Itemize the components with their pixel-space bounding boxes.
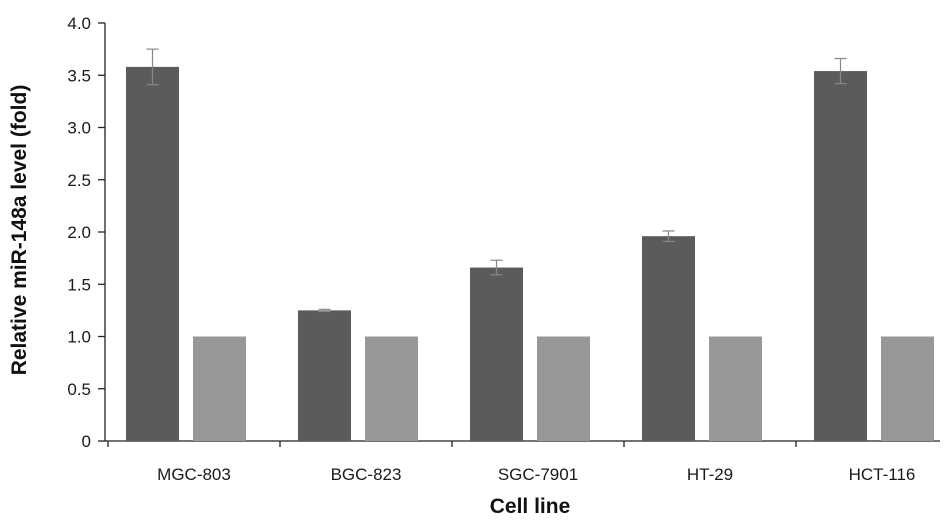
y-tick-label: 1.0 [67, 328, 91, 347]
bar [193, 336, 246, 441]
bar [642, 236, 695, 441]
y-tick-label: 3.5 [67, 66, 91, 85]
x-tick-label: HT-29 [687, 465, 733, 484]
x-axis: MGC-803 BGC-823 SGC-7901 HT-29 HCT-116 [105, 440, 940, 484]
bars [126, 66, 934, 441]
y-tick-label: 4.0 [67, 14, 91, 33]
x-axis-title: Cell line [490, 495, 571, 518]
bar [470, 267, 523, 441]
y-axis: 0 0.5 1.0 1.5 2.0 2.5 3.0 3.5 4.0 [67, 14, 106, 451]
y-tick-label: 1.5 [67, 275, 91, 294]
y-tick-label: 2.0 [67, 223, 91, 242]
y-tick-label: 3.0 [67, 119, 91, 138]
bar [709, 336, 762, 441]
bar [881, 336, 934, 441]
bar [126, 66, 179, 441]
y-tick-label: 0.5 [67, 380, 91, 399]
x-tick-label: HCT-116 [849, 465, 916, 484]
bar [365, 336, 418, 441]
error-bars [146, 48, 847, 313]
y-tick-label: 2.5 [67, 171, 91, 190]
y-axis-title: Relative miR-148a level (fold) [8, 85, 31, 376]
bar [537, 336, 590, 441]
x-tick-label: BGC-823 [331, 465, 402, 484]
y-tick-label: 0 [82, 432, 91, 451]
bar [298, 310, 351, 441]
x-tick-label: MGC-803 [157, 465, 231, 484]
x-tick-label: SGC-7901 [498, 465, 578, 484]
bar [814, 71, 867, 441]
